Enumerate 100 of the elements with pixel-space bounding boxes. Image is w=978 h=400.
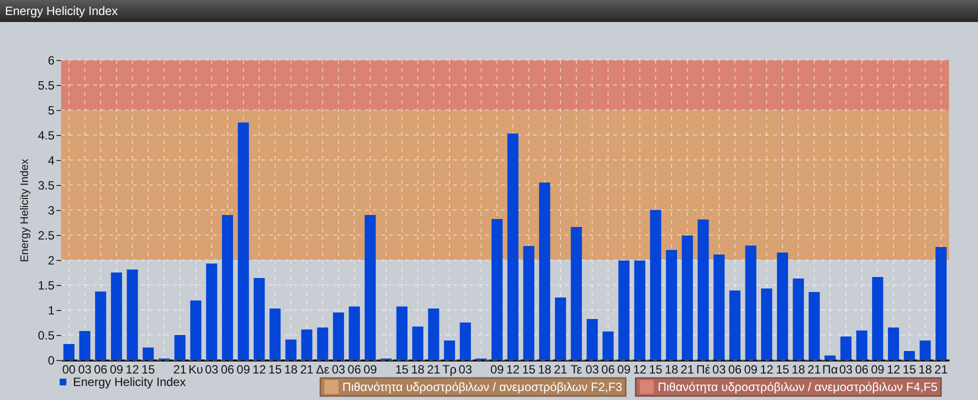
bar bbox=[301, 330, 312, 360]
bar bbox=[698, 220, 709, 360]
x-tick-label: 03 bbox=[586, 362, 600, 376]
x-tick-label: Κυ bbox=[188, 362, 204, 376]
x-tick-label: 03 bbox=[78, 362, 92, 376]
y-tick-label: 2 bbox=[48, 254, 55, 268]
x-tick-label: 21 bbox=[934, 362, 948, 376]
x-tick-label: 12 bbox=[506, 362, 520, 376]
x-tick-label: 06 bbox=[94, 362, 108, 376]
bar bbox=[254, 278, 265, 360]
x-tick-label: 18 bbox=[284, 362, 298, 376]
bar bbox=[142, 348, 154, 360]
x-tick-label: 21 bbox=[554, 362, 568, 376]
bar bbox=[856, 330, 868, 360]
chart-title: Energy Helicity Index bbox=[5, 4, 118, 18]
bar bbox=[714, 254, 725, 360]
y-tick-label: 0.5 bbox=[38, 328, 55, 342]
x-tick-label: 06 bbox=[601, 362, 616, 376]
y-tick-label: 3.5 bbox=[38, 178, 55, 192]
bar bbox=[126, 270, 138, 360]
bar bbox=[238, 122, 249, 360]
bar bbox=[507, 134, 518, 360]
x-tick-label: 18 bbox=[792, 362, 806, 376]
y-tick-label: 1 bbox=[48, 304, 55, 318]
bar bbox=[840, 336, 852, 360]
bar bbox=[206, 264, 218, 360]
bar bbox=[745, 246, 756, 360]
x-tick-label: 03 bbox=[458, 362, 472, 376]
x-tick-label: 09 bbox=[110, 362, 124, 376]
x-tick-label: Τρ bbox=[442, 362, 457, 376]
bar bbox=[729, 290, 740, 360]
bar bbox=[110, 272, 122, 360]
bar bbox=[872, 277, 884, 360]
y-tick-label: 5.5 bbox=[38, 78, 55, 92]
bar bbox=[570, 227, 582, 360]
x-tick-label: 15 bbox=[902, 362, 916, 376]
bar bbox=[586, 319, 598, 360]
bar bbox=[285, 340, 296, 360]
y-axis-title: Energy Helicity Index bbox=[18, 158, 31, 262]
bar bbox=[554, 298, 566, 360]
y-tick-label: 0 bbox=[48, 354, 55, 368]
bar bbox=[666, 250, 678, 360]
x-tick-label: 18 bbox=[538, 362, 552, 376]
x-tick-label: 06 bbox=[220, 362, 234, 376]
x-tick-label: 15 bbox=[268, 362, 282, 376]
x-tick-label: 12 bbox=[252, 362, 266, 376]
y-tick-label: 2.5 bbox=[38, 228, 55, 242]
x-tick-label: 03 bbox=[332, 362, 346, 376]
x-tick-label: 15 bbox=[648, 362, 663, 376]
bar bbox=[776, 252, 788, 360]
bar bbox=[428, 308, 440, 360]
bar bbox=[634, 260, 646, 360]
x-tick-label: 21 bbox=[173, 362, 187, 376]
x-tick-label: 18 bbox=[411, 362, 425, 376]
x-tick-label: 18 bbox=[664, 362, 678, 376]
bar bbox=[904, 351, 915, 360]
x-tick-label: 00 bbox=[62, 362, 76, 376]
x-tick-label: 09 bbox=[617, 362, 631, 376]
x-tick-label: 06 bbox=[728, 362, 742, 376]
bar bbox=[936, 247, 947, 360]
bar bbox=[824, 356, 836, 360]
x-tick-label: Πέ bbox=[696, 362, 711, 376]
bar bbox=[808, 292, 820, 360]
bar bbox=[761, 288, 772, 360]
x-tick-label: 12 bbox=[633, 362, 647, 376]
y-tick-label: 5 bbox=[48, 104, 55, 118]
x-tick-label: 18 bbox=[918, 362, 932, 376]
bar bbox=[523, 246, 534, 360]
bar bbox=[79, 331, 90, 360]
y-tick-label: 3 bbox=[48, 204, 55, 218]
bar bbox=[317, 328, 328, 360]
bar bbox=[222, 215, 234, 360]
x-tick-label: 03 bbox=[712, 362, 726, 376]
y-tick-label: 4 bbox=[48, 154, 55, 168]
legend-label: Πιθανότητα υδροστρόβιλων / ανεμοστρόβιλων F4,F5 bbox=[658, 380, 938, 394]
x-tick-label: 09 bbox=[870, 362, 885, 376]
x-tick-label: 09 bbox=[490, 362, 504, 376]
bar bbox=[650, 210, 662, 360]
x-tick-label: 06 bbox=[855, 362, 869, 376]
bar bbox=[539, 182, 550, 360]
x-tick-label: 15 bbox=[142, 362, 156, 376]
x-tick-label: 21 bbox=[808, 362, 822, 376]
x-tick-label: 15 bbox=[776, 362, 790, 376]
bar bbox=[444, 340, 456, 360]
bar bbox=[364, 215, 376, 360]
x-tick-label: 03 bbox=[839, 362, 853, 376]
x-tick-label: 21 bbox=[426, 362, 441, 376]
x-tick-label: 09 bbox=[236, 362, 250, 376]
bar bbox=[920, 340, 931, 360]
x-tick-label: 09 bbox=[744, 362, 758, 376]
bar bbox=[174, 335, 186, 360]
x-tick-label: Τε bbox=[570, 362, 583, 376]
x-tick-label: 06 bbox=[348, 362, 362, 376]
bar bbox=[190, 300, 202, 360]
legend-label: Energy Helicity Index bbox=[73, 375, 186, 389]
bar bbox=[270, 308, 281, 360]
y-tick-label: 4.5 bbox=[38, 128, 55, 142]
y-tick-label: 6 bbox=[48, 54, 55, 68]
bar bbox=[460, 322, 471, 360]
x-tick-label: 03 bbox=[204, 362, 219, 376]
